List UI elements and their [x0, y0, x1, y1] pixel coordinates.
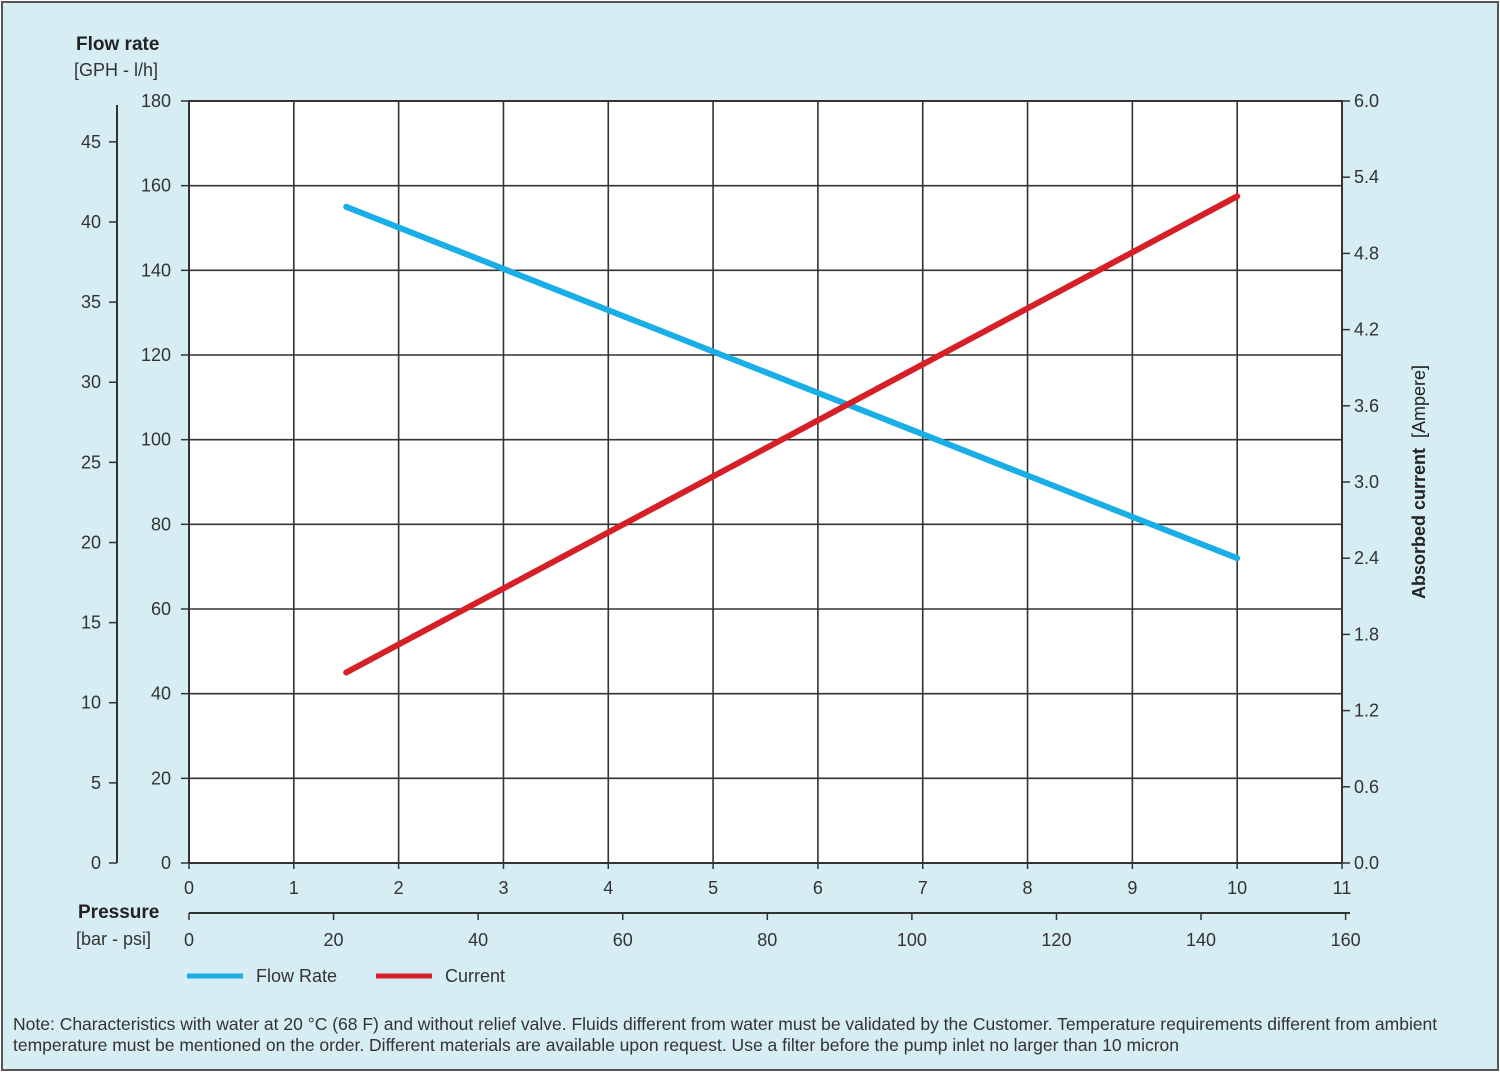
gph-tick-label: 25 [81, 452, 101, 472]
legend-current-label: Current [445, 966, 505, 986]
right-axis-label: Absorbed current [Ampere] [1409, 365, 1429, 599]
x-tick-label-bar: 2 [394, 878, 404, 898]
lh-tick-label: 180 [141, 91, 171, 111]
x-tick-label-bar: 10 [1227, 878, 1247, 898]
gph-tick-label: 20 [81, 532, 101, 552]
flow-rate-series-line [343, 203, 1241, 562]
right-axis-units: [Ampere] [1409, 365, 1429, 438]
current-series-line [343, 193, 1241, 676]
ampere-tick-label: 6.0 [1354, 91, 1379, 111]
psi-tick-label: 40 [468, 930, 488, 950]
footnote: Note: Characteristics with water at 20 °… [13, 1014, 1438, 1055]
right-axis-title: Absorbed current [1409, 448, 1429, 599]
gph-tick-label: 5 [91, 773, 101, 793]
lh-tick-label: 160 [141, 176, 171, 196]
gph-tick-label: 35 [81, 292, 101, 312]
ampere-tick-label: 1.2 [1354, 701, 1379, 721]
gph-tick-label: 0 [91, 853, 101, 873]
psi-tick-label: 160 [1331, 930, 1361, 950]
psi-tick-label: 0 [184, 930, 194, 950]
gph-tick-label: 10 [81, 693, 101, 713]
ampere-tick-label: 2.4 [1354, 548, 1379, 568]
x-tick-label-bar: 7 [918, 878, 928, 898]
x-tick-label-bar: 8 [1023, 878, 1033, 898]
plot-area [189, 101, 1342, 863]
legend-flow-label: Flow Rate [256, 966, 337, 986]
ampere-tick-label: 3.0 [1354, 472, 1379, 492]
x-tick-label-bar: 1 [289, 878, 299, 898]
ampere-tick-label: 4.8 [1354, 243, 1379, 263]
psi-tick-label: 20 [324, 930, 344, 950]
x-tick-label-bar: 5 [708, 878, 718, 898]
lh-tick-label: 40 [151, 684, 171, 704]
axes: 0 1 2 3 4 5 6 7 8 9 10 110 20 40 60 80 100 120 140 16002040… [81, 91, 1379, 950]
psi-tick-label: 80 [757, 930, 777, 950]
legend: Flow Rate Current [187, 966, 505, 986]
x-tick-label-bar: 0 [184, 878, 194, 898]
x-tick-label-bar: 3 [498, 878, 508, 898]
ampere-tick-label: 0.0 [1354, 853, 1379, 873]
lh-tick-label: 120 [141, 345, 171, 365]
lh-tick-label: 20 [151, 768, 171, 788]
lh-tick-label: 60 [151, 599, 171, 619]
psi-tick-label: 60 [613, 930, 633, 950]
ampere-tick-label: 3.6 [1354, 396, 1379, 416]
lh-tick-label: 0 [161, 853, 171, 873]
lh-tick-label: 140 [141, 260, 171, 280]
gph-tick-label: 40 [81, 212, 101, 232]
ampere-tick-label: 1.8 [1354, 624, 1379, 644]
gph-tick-label: 45 [81, 132, 101, 152]
left-axis-units: [GPH - l/h] [74, 60, 158, 80]
gph-tick-label: 15 [81, 613, 101, 633]
x-tick-label-bar: 11 [1333, 878, 1352, 898]
bottom-axis-units: [bar - psi] [76, 929, 151, 949]
x-tick-label-bar: 9 [1127, 878, 1137, 898]
x-tick-label-bar: 4 [603, 878, 613, 898]
data-series [343, 193, 1241, 676]
x-tick-label-bar: 6 [813, 878, 823, 898]
ampere-tick-label: 0.6 [1354, 777, 1379, 797]
psi-tick-label: 100 [897, 930, 927, 950]
lh-tick-label: 100 [141, 430, 171, 450]
psi-tick-label: 120 [1041, 930, 1071, 950]
bottom-axis-title: Pressure [78, 902, 159, 923]
ampere-tick-label: 4.2 [1354, 320, 1379, 340]
left-axis-title: Flow rate [76, 34, 159, 55]
plot-frame [188, 100, 1343, 864]
gph-tick-label: 30 [81, 372, 101, 392]
psi-tick-label: 140 [1186, 930, 1216, 950]
lh-tick-label: 80 [151, 514, 171, 534]
ampere-tick-label: 5.4 [1354, 167, 1379, 187]
